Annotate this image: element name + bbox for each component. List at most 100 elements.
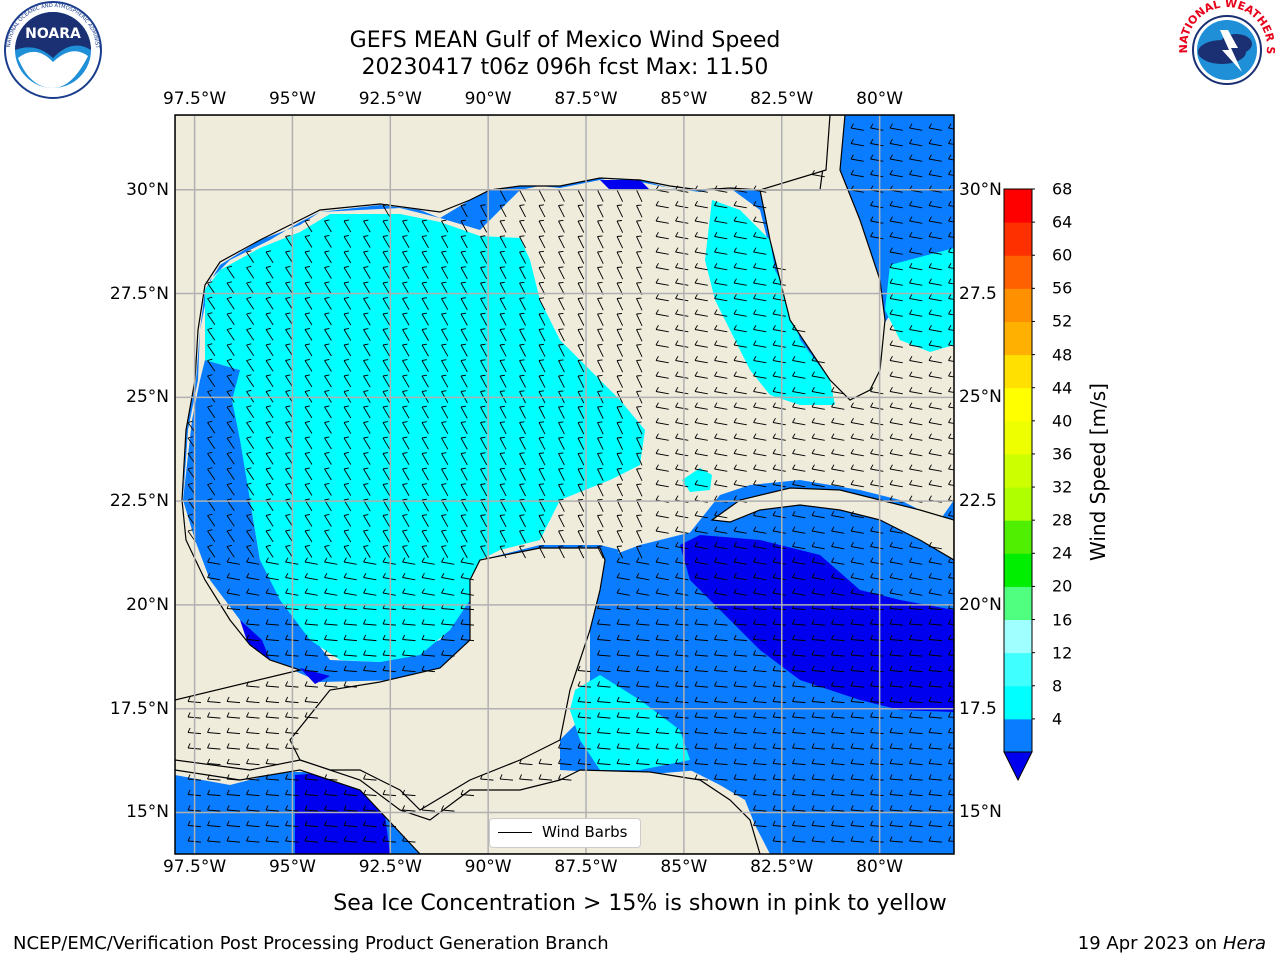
wind-barb xyxy=(753,329,767,333)
wind-barb-flag xyxy=(363,557,367,563)
wind-barb-flag xyxy=(753,727,757,733)
wind-barb-flag xyxy=(441,529,447,532)
wind-barb xyxy=(870,732,884,735)
wind-barb xyxy=(675,406,689,410)
map-frame xyxy=(174,114,955,855)
wind-barb xyxy=(948,840,954,842)
wind-barb xyxy=(714,205,728,209)
wind-barb-flag xyxy=(714,650,718,656)
wind-barb xyxy=(285,298,293,310)
wind-barb-flag xyxy=(265,650,269,656)
wind-barb-flag xyxy=(382,529,388,532)
wind-barb xyxy=(928,205,942,209)
wind-barb-flag xyxy=(753,712,757,718)
wind-barb xyxy=(519,282,526,295)
wind-barb-flag xyxy=(694,510,698,516)
wind-barb xyxy=(733,701,747,704)
wind-barb xyxy=(889,685,903,688)
wind-barb xyxy=(538,778,552,781)
wind-barb xyxy=(597,468,604,481)
wind-barb xyxy=(831,825,845,828)
wind-barb xyxy=(909,763,923,766)
wind-barb xyxy=(636,453,643,466)
footer-right: 19 Apr 2023 on Hera xyxy=(1078,933,1266,954)
wind-barb-flag xyxy=(811,634,815,640)
wind-barb xyxy=(246,313,255,326)
wind-barb-flag xyxy=(441,297,447,299)
wind-barb-flag xyxy=(889,464,893,470)
wind-barb xyxy=(577,732,591,735)
wind-barb-flag xyxy=(948,588,952,594)
wind-barb xyxy=(675,639,689,642)
wind-barb xyxy=(928,406,942,410)
wind-barb xyxy=(772,298,786,302)
wind-barb-flag xyxy=(187,789,191,795)
wind-barb xyxy=(948,344,954,347)
wind-barb-flag xyxy=(285,405,291,408)
wind-barb xyxy=(597,623,611,626)
wind-barb xyxy=(889,422,903,426)
wind-barb xyxy=(265,778,279,781)
wind-barb xyxy=(480,515,488,528)
wind-barb-flag xyxy=(480,467,486,470)
wind-barb-flag xyxy=(909,309,913,315)
wind-barb xyxy=(538,205,546,218)
wind-barb-flag xyxy=(246,820,250,826)
wind-barb xyxy=(636,422,643,435)
wind-barb-flag xyxy=(792,448,796,454)
wind-barb-flag xyxy=(850,557,854,563)
wind-barb-flag xyxy=(850,665,854,671)
wind-barb-flag xyxy=(616,743,620,749)
wind-barb xyxy=(870,840,884,843)
wind-barb xyxy=(460,220,468,233)
wind-barb xyxy=(402,375,410,388)
wind-barb xyxy=(402,360,410,372)
wind-barb-flag xyxy=(909,557,913,563)
wind-barb-flag xyxy=(831,433,835,439)
wind-barb-flag xyxy=(324,650,328,656)
wind-barb-flag xyxy=(402,836,406,842)
wind-barb xyxy=(460,422,468,435)
wind-barb-flag xyxy=(889,572,893,578)
wind-barb xyxy=(909,453,923,457)
wind-barb xyxy=(655,763,669,766)
wind-barb xyxy=(402,809,416,812)
wind-barb-flag xyxy=(733,588,737,594)
wind-barb-flag xyxy=(870,820,874,826)
wind-barb xyxy=(304,236,313,248)
wind-barb xyxy=(343,530,352,543)
wind-barb xyxy=(850,654,864,657)
wind-barb xyxy=(363,298,371,310)
wind-barb xyxy=(714,515,728,519)
wind-barb xyxy=(226,840,240,843)
wind-barb-flag xyxy=(460,281,467,284)
wind-barb-flag xyxy=(285,250,291,253)
wind-barb xyxy=(343,375,352,388)
wind-barb xyxy=(948,313,954,316)
wind-barb-flag xyxy=(675,634,679,640)
wind-barb xyxy=(792,623,806,626)
wind-barb xyxy=(928,654,942,657)
wind-barb-flag xyxy=(382,789,386,795)
wind-barb-flag xyxy=(519,774,523,780)
wind-barb xyxy=(597,220,604,233)
wind-barb xyxy=(343,437,352,450)
wind-barb xyxy=(402,422,410,434)
wind-barb-flag xyxy=(285,820,289,826)
wind-barb xyxy=(850,732,864,735)
wind-barb-flag xyxy=(363,452,369,454)
wind-barb-flag xyxy=(363,390,369,392)
wind-barb xyxy=(519,251,526,264)
wind-barb xyxy=(382,422,391,434)
wind-barb xyxy=(694,282,708,286)
wind-barb xyxy=(636,654,650,657)
wind-barb-flag xyxy=(909,572,913,578)
wind-barb-flag xyxy=(577,297,584,299)
wind-barb xyxy=(480,530,488,543)
wind-barb xyxy=(421,329,429,341)
wind-barb xyxy=(246,515,255,527)
wind-barb-flag xyxy=(714,634,718,640)
wind-barb-flag xyxy=(519,405,525,408)
wind-barb-flag xyxy=(733,293,737,299)
wind-barb xyxy=(675,391,689,395)
